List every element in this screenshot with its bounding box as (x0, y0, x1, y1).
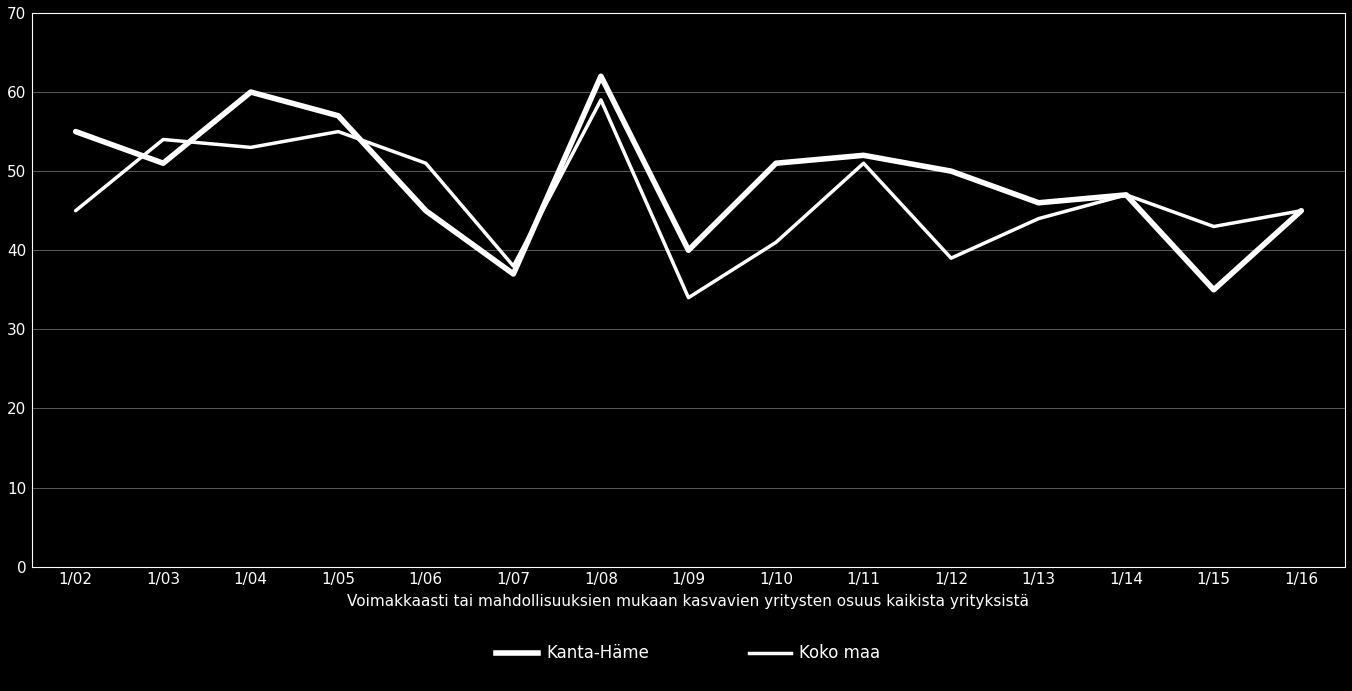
X-axis label: Voimakkaasti tai mahdollisuuksien mukaan kasvavien yritysten osuus kaikista yrit: Voimakkaasti tai mahdollisuuksien mukaan… (347, 594, 1029, 609)
Legend: Kanta-Häme, Koko maa: Kanta-Häme, Koko maa (489, 638, 887, 669)
